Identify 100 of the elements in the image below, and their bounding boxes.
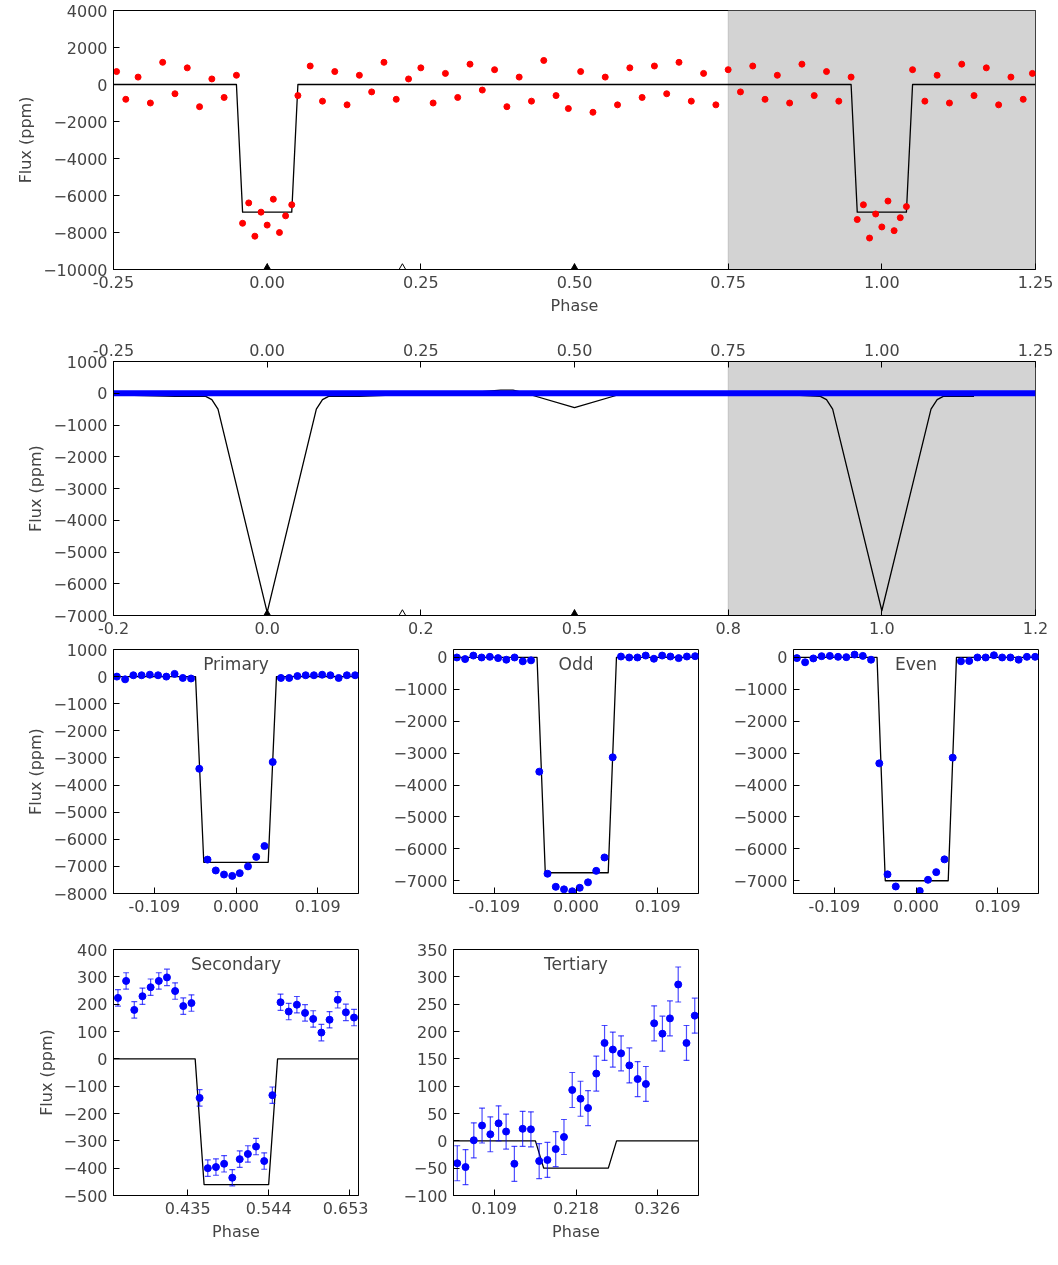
x2-tick-label: 0.25 (403, 340, 439, 360)
y-tick-label: −1000 (53, 416, 108, 435)
y-tick-label: −5000 (733, 807, 788, 827)
point (301, 1008, 310, 1017)
point (915, 886, 924, 894)
x-tick-label: 0.109 (634, 896, 681, 916)
y-tick-label: 0 (97, 75, 108, 95)
point (658, 1029, 667, 1038)
x-tick-label: 1.25 (1017, 272, 1054, 292)
x-tick-label: 0.653 (322, 1198, 369, 1218)
point (284, 1007, 293, 1016)
point (203, 1164, 212, 1173)
point (171, 987, 180, 996)
point (220, 870, 229, 879)
point (228, 1173, 237, 1182)
y-tick-label: −5000 (393, 807, 448, 827)
x-tick-label: 0.25 (403, 272, 439, 292)
x-tick-label: 0.326 (634, 1198, 681, 1218)
y-tick-label: 300 (416, 967, 448, 987)
point (494, 654, 503, 663)
point (211, 866, 220, 875)
y-tick-label: −7000 (733, 871, 788, 891)
point (195, 1093, 204, 1102)
point (461, 1163, 470, 1172)
y-tick-label: −1000 (733, 680, 788, 700)
point (211, 1163, 220, 1172)
point (535, 1157, 544, 1166)
point (690, 1011, 699, 1020)
point (122, 976, 131, 985)
x-tick-label: 0.000 (553, 896, 599, 916)
point (998, 653, 1007, 662)
y-tick-label: 50 (427, 1104, 448, 1124)
y-tick-label: −4000 (53, 511, 108, 531)
point (575, 883, 584, 892)
point (195, 764, 204, 773)
point (858, 651, 867, 660)
y-tick-label: 100 (416, 1077, 448, 1097)
y-tick-label: 0 (437, 648, 448, 668)
point (583, 878, 592, 887)
point (243, 1149, 252, 1158)
x2-tick-label: 1.25 (1017, 340, 1054, 360)
point (535, 767, 544, 776)
point (162, 672, 171, 681)
point (510, 1159, 519, 1168)
point (617, 1049, 626, 1058)
y-tick-label: 300 (76, 967, 108, 987)
point (867, 655, 876, 664)
x-tick-label: 0.544 (245, 1198, 292, 1218)
point (576, 1094, 585, 1103)
x-tick-label: -0.109 (468, 896, 521, 916)
x2-tick-label: 0.50 (556, 340, 593, 360)
x-tick-label: 1.2 (1022, 618, 1049, 638)
y-axis-title: Flux (ppm) (36, 1029, 56, 1116)
point (469, 1136, 478, 1145)
y-tick-label: −3000 (393, 744, 448, 764)
x-tick-label: 0.75 (710, 272, 746, 292)
point (276, 998, 285, 1007)
point (285, 673, 294, 682)
point (682, 1038, 691, 1047)
point (187, 674, 196, 683)
point (478, 1121, 487, 1130)
x-tick-label: 0.109 (471, 1198, 517, 1218)
point (350, 1013, 359, 1022)
point (317, 1028, 326, 1037)
point (341, 1008, 350, 1017)
point (1022, 652, 1031, 661)
point (956, 657, 965, 666)
point (658, 651, 667, 660)
y-tick-label: 400 (76, 940, 108, 960)
point (665, 1014, 674, 1023)
point (178, 673, 187, 682)
x-tick-label: 0.50 (556, 272, 593, 292)
y-tick-label: −2000 (393, 712, 448, 732)
point (138, 992, 147, 1001)
point (243, 862, 252, 871)
point (145, 670, 154, 679)
point (834, 652, 843, 661)
point (527, 656, 536, 665)
chart-title: Even (894, 653, 938, 674)
point (342, 671, 351, 680)
point (260, 1157, 269, 1166)
y-tick-label: −6000 (53, 830, 108, 850)
point (625, 1061, 634, 1070)
y-tick-label: −5000 (53, 543, 108, 562)
point (486, 1130, 495, 1139)
y-tick-label: −2000 (733, 712, 788, 732)
y-tick-label: −1000 (53, 694, 108, 714)
point (252, 1142, 261, 1151)
x-tick-label: -0.109 (808, 896, 861, 916)
point (276, 673, 285, 682)
point (130, 1005, 139, 1014)
point (309, 671, 318, 680)
y-tick-label: −6000 (393, 839, 448, 859)
point (187, 999, 196, 1008)
point (526, 1125, 535, 1134)
y-tick-label: −2000 (53, 447, 108, 467)
x-tick-label: 1.00 (864, 272, 900, 292)
point (584, 1104, 593, 1113)
y-tick-label: −500 (63, 1186, 108, 1206)
y-axis-title: Flux (ppm) (26, 728, 46, 815)
